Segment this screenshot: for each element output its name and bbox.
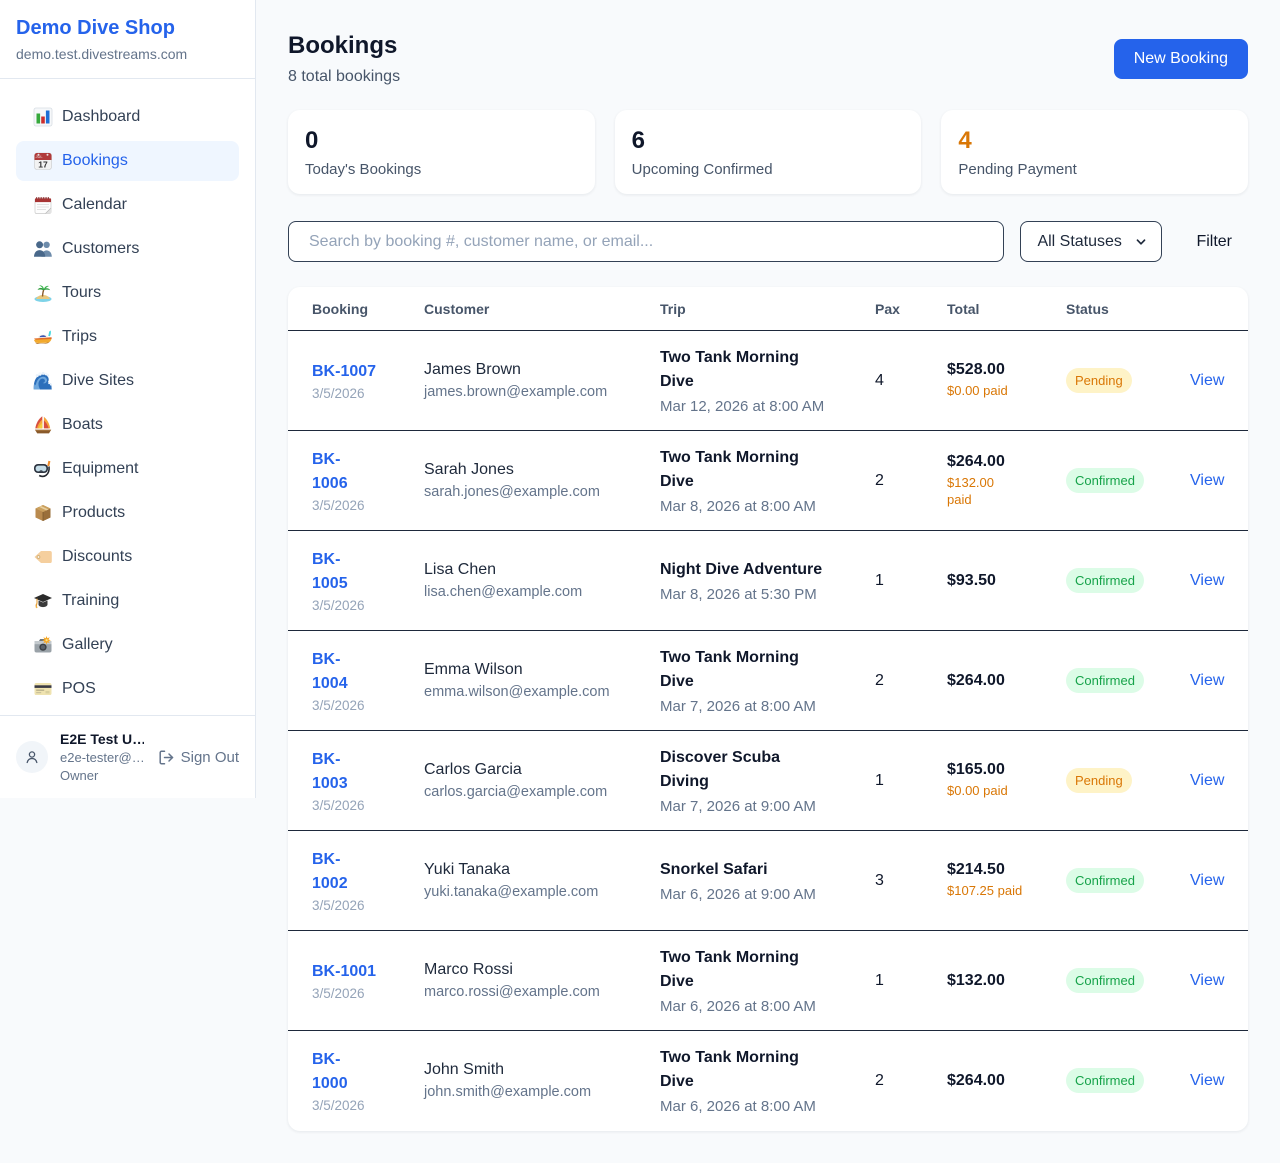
svg-text:JUL: JUL <box>35 154 43 159</box>
svg-text:17: 17 <box>38 160 48 170</box>
